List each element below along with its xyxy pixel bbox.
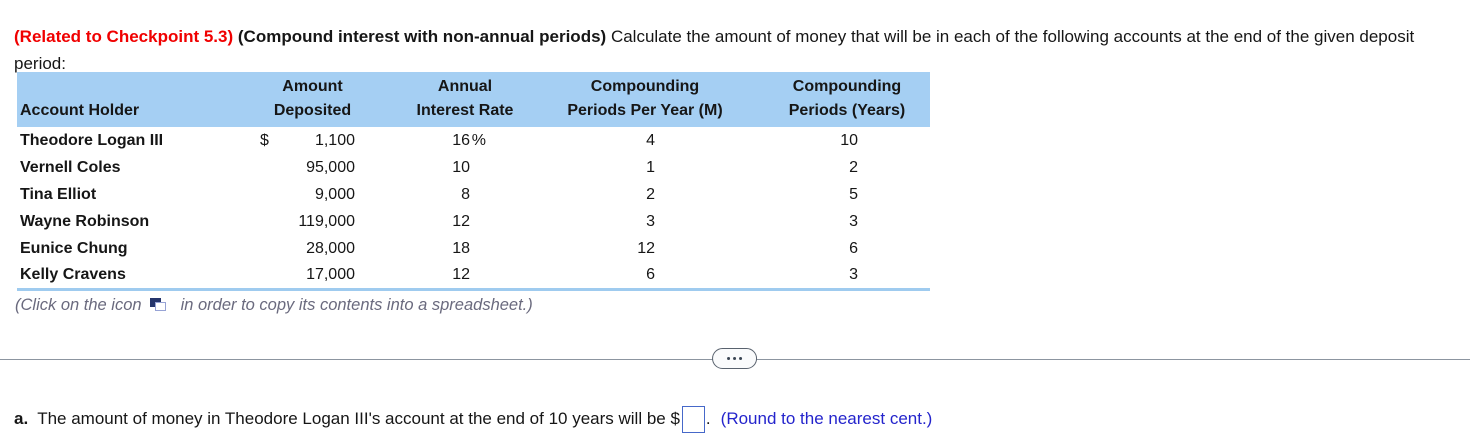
account-holder-name: Tina Elliot	[20, 185, 97, 203]
interest-rate-cell: 18	[390, 235, 540, 262]
interest-rate-cell: 8	[390, 181, 540, 208]
periods-years-cell: 2	[849, 158, 858, 176]
periods-per-year-cell: 12	[637, 239, 655, 257]
amount-deposited-cell: 119,000	[235, 208, 390, 235]
table-header-row: Account Holder Amount Deposited Annual I…	[17, 72, 930, 127]
account-holder-name: Theodore Logan III	[20, 131, 164, 149]
section-divider	[0, 348, 1470, 370]
amount-value: 28,000	[306, 239, 355, 257]
percent-sign	[470, 266, 486, 284]
percent-sign	[470, 159, 486, 177]
problem-topic: (Compound interest with non-annual perio…	[237, 27, 607, 46]
periods-years-cell: 10	[840, 131, 858, 149]
question-label: a.	[14, 409, 29, 428]
rate-value: 16	[452, 131, 470, 149]
rate-value: 12	[452, 212, 470, 230]
checkpoint-reference: (Related to Checkpoint 5.3)	[14, 27, 234, 46]
accounts-table: Account Holder Amount Deposited Annual I…	[17, 72, 930, 291]
periods-per-year-cell: 1	[646, 158, 655, 176]
percent-sign	[470, 240, 486, 258]
amount-value: 119,000	[298, 212, 355, 230]
accounts-table-container: Account Holder Amount Deposited Annual I…	[17, 72, 930, 291]
account-holder-name: Kelly Cravens	[20, 265, 126, 283]
amount-deposited-cell: 9,000	[235, 181, 390, 208]
amount-value: 95,000	[306, 158, 355, 176]
account-holder-name: Wayne Robinson	[20, 212, 150, 230]
interest-rate-cell: 12	[390, 208, 540, 235]
currency-symbol: $	[260, 131, 269, 149]
ellipsis-icon	[727, 357, 743, 360]
copy-icon[interactable]	[149, 298, 167, 313]
percent-sign	[470, 186, 486, 204]
question-punctuation: .	[705, 409, 711, 428]
account-holder-name: Eunice Chung	[20, 239, 128, 257]
column-header-account-holder: Account Holder	[17, 72, 235, 127]
rate-value: 10	[452, 158, 470, 176]
account-holder-name: Vernell Coles	[20, 158, 121, 176]
rate-value: 8	[461, 185, 470, 203]
amount-deposited-cell: 28,000	[235, 235, 390, 262]
periods-years-cell: 5	[849, 185, 858, 203]
question-a: a. The amount of money in Theodore Logan…	[14, 403, 932, 435]
column-header-amount-deposited: Amount Deposited	[235, 72, 390, 127]
copy-hint-pre: (Click on the icon	[15, 296, 142, 314]
question-text: The amount of money in Theodore Logan II…	[37, 409, 680, 428]
table-row: Vernell Coles 95,000 10 1 2	[17, 154, 930, 181]
periods-years-cell: 3	[849, 212, 858, 230]
periods-years-cell: 6	[849, 239, 858, 257]
periods-years-cell: 3	[849, 265, 858, 283]
interest-rate-cell: 10	[390, 154, 540, 181]
copy-hint-post: in order to copy its contents into a spr…	[180, 296, 533, 314]
answer-input[interactable]	[681, 405, 705, 433]
table-row: Kelly Cravens 17,000 12 6 3	[17, 262, 930, 289]
amount-deposited-cell: 17,000	[235, 262, 390, 289]
table-row: Tina Elliot 9,000 8 2 5	[17, 181, 930, 208]
amount-deposited-cell: $1,100	[235, 127, 390, 154]
amount-value: 9,000	[314, 185, 355, 203]
periods-per-year-cell: 2	[646, 185, 655, 203]
amount-value: 1,100	[314, 131, 355, 149]
rate-value: 12	[452, 265, 470, 283]
percent-sign: %	[471, 131, 486, 149]
periods-per-year-cell: 3	[646, 212, 655, 230]
table-row: Theodore Logan III $1,100 16% 4 10	[17, 127, 930, 154]
copy-hint: (Click on the icon in order to copy its …	[15, 296, 533, 315]
interest-rate-cell: 12	[390, 262, 540, 289]
column-header-annual-interest-rate: Annual Interest Rate	[390, 72, 540, 127]
interest-rate-cell: 16%	[390, 127, 540, 154]
column-header-compounding-periods-per-year: Compounding Periods Per Year (M)	[540, 72, 750, 127]
periods-per-year-cell: 6	[646, 265, 655, 283]
problem-instruction: Calculate the amount of money that will …	[14, 27, 1415, 73]
expand-collapse-button[interactable]	[712, 348, 758, 369]
column-header-compounding-periods-years: Compounding Periods (Years)	[750, 72, 930, 127]
rounding-note: (Round to the nearest cent.)	[720, 409, 933, 428]
amount-deposited-cell: 95,000	[235, 154, 390, 181]
periods-per-year-cell: 4	[646, 131, 655, 149]
percent-sign	[470, 213, 486, 231]
table-row: Eunice Chung 28,000 18 12 6	[17, 235, 930, 262]
rate-value: 18	[452, 239, 470, 257]
accounts-table-body: Theodore Logan III $1,100 16% 4 10 Verne…	[17, 127, 930, 289]
problem-statement: (Related to Checkpoint 5.3) (Compound in…	[14, 23, 1462, 77]
table-row: Wayne Robinson 119,000 12 3 3	[17, 208, 930, 235]
amount-value: 17,000	[306, 265, 355, 283]
